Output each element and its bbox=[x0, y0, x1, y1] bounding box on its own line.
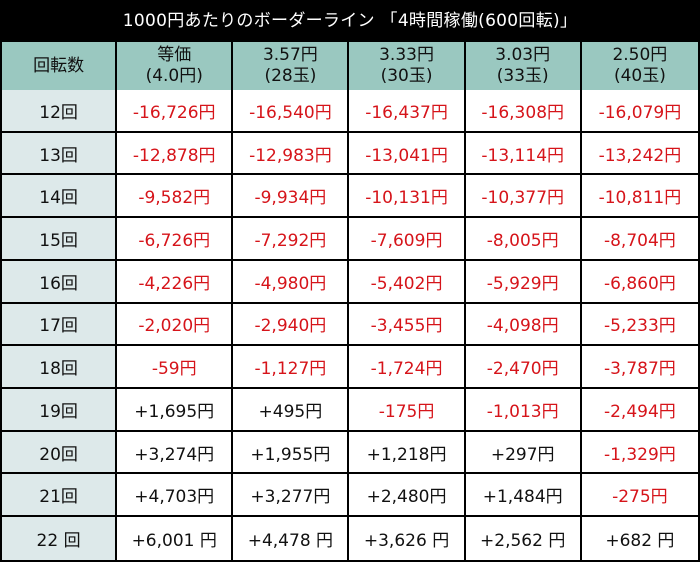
table-cell: +3,277円 bbox=[233, 474, 350, 518]
table-row: 14回 -9,582円 -9,934円 -10,131円 -10,377円 -10,811… bbox=[2, 175, 698, 219]
table-cell: -13,114円 bbox=[465, 132, 582, 176]
table-cell: -8,005円 bbox=[465, 218, 582, 261]
table-cell: -4,226円 bbox=[117, 260, 234, 304]
table-cell: -59円 bbox=[117, 346, 234, 390]
table-cell: +495円 bbox=[233, 389, 350, 432]
table-row: 12回 -16,726円 -16,540円 -16,437円 -16,308円 -16,0… bbox=[2, 90, 698, 133]
row-header: 21回 bbox=[2, 474, 118, 518]
table-cell: +4,478 円 bbox=[233, 517, 350, 560]
table-cell: -3,787円 bbox=[581, 346, 698, 390]
table-cell: -5,402円 bbox=[349, 260, 466, 304]
table-cell: +2,562 円 bbox=[465, 517, 582, 560]
table-cell: -7,292円 bbox=[233, 218, 350, 261]
table-cell: -6,860円 bbox=[581, 260, 698, 304]
table-cell: -12,983円 bbox=[233, 132, 350, 176]
table-cell: +682 円 bbox=[581, 517, 698, 560]
table-cell: -2,020円 bbox=[117, 303, 234, 347]
table-cell: +1,484円 bbox=[465, 474, 582, 518]
table-row: 16回 -4,226円 -4,980円 -5,402円 -5,929円 -6,860円 bbox=[2, 260, 698, 304]
table-cell: -10,377円 bbox=[465, 175, 582, 219]
table-cell: -3,455円 bbox=[349, 303, 466, 347]
table-row: 18回 -59円 -1,127円 -1,724円 -2,470円 -3,787円 bbox=[2, 346, 698, 390]
table-cell: -12,878円 bbox=[117, 132, 234, 176]
corner-header: 回転数 bbox=[2, 42, 118, 90]
table-cell: -13,242円 bbox=[581, 132, 698, 176]
table-cell: +3,626 円 bbox=[349, 517, 466, 560]
table-cell: +1,695円 bbox=[117, 389, 234, 432]
table-cell: -7,609円 bbox=[349, 218, 466, 261]
column-header: 2.50円 (40玉) bbox=[581, 42, 698, 90]
table-row: 13回 -12,878円 -12,983円 -13,041円 -13,114円 -13,2… bbox=[2, 132, 698, 176]
table-cell: -6,726円 bbox=[117, 218, 234, 261]
table-row: 19回 +1,695円 +495円 -175円 -1,013円 -2,494円 bbox=[2, 389, 698, 432]
table-cell: -5,929円 bbox=[465, 260, 582, 304]
table-cell: -175円 bbox=[349, 389, 466, 432]
column-header: 3.57円 (28玉) bbox=[233, 42, 350, 90]
table-cell: -275円 bbox=[581, 474, 698, 518]
header-row: 回転数 等価 (4.0円) 3.57円 (28玉) 3.33円 (30玉) 3.03円… bbox=[2, 42, 698, 90]
table-cell: -16,437円 bbox=[349, 90, 466, 133]
table-cell: -2,940円 bbox=[233, 303, 350, 347]
table-cell: -10,811円 bbox=[581, 175, 698, 219]
table-cell: -9,582円 bbox=[117, 175, 234, 219]
table-row: 20回 +3,274円 +1,955円 +1,218円 +297円 -1,329円 bbox=[2, 431, 698, 475]
table-cell: +1,218円 bbox=[349, 431, 466, 475]
table-cell: +297円 bbox=[465, 431, 582, 475]
table-row: 17回 -2,020円 -2,940円 -3,455円 -4,098円 -5,233円 bbox=[2, 303, 698, 347]
table-cell: -4,098円 bbox=[465, 303, 582, 347]
table-cell: -5,233円 bbox=[581, 303, 698, 347]
table-cell: +3,274円 bbox=[117, 431, 234, 475]
column-header: 3.03円 (33玉) bbox=[465, 42, 582, 90]
table-cell: +6,001 円 bbox=[117, 517, 234, 560]
row-header: 17回 bbox=[2, 303, 118, 347]
table-cell: +4,703円 bbox=[117, 474, 234, 518]
table-cell: -2,470円 bbox=[465, 346, 582, 390]
table-cell: -4,980円 bbox=[233, 260, 350, 304]
table-cell: +1,955円 bbox=[233, 431, 350, 475]
table-cell: -16,726円 bbox=[117, 90, 234, 133]
page-title: 1000円あたりのボーダーライン 「4時間稼働(600回転)」 bbox=[122, 11, 578, 31]
table-cell: -1,013円 bbox=[465, 389, 582, 432]
table-cell: +2,480円 bbox=[349, 474, 466, 518]
column-header: 等価 (4.0円) bbox=[117, 42, 234, 90]
row-header: 19回 bbox=[2, 389, 118, 432]
table-cell: -13,041円 bbox=[349, 132, 466, 176]
table-cell: -10,131円 bbox=[349, 175, 466, 219]
table-row: 21回 +4,703円 +3,277円 +2,480円 +1,484円 -275円 bbox=[2, 474, 698, 518]
table-cell: -8,704円 bbox=[581, 218, 698, 261]
column-header: 3.33円 (30玉) bbox=[349, 42, 466, 90]
table-cell: -1,329円 bbox=[581, 431, 698, 475]
row-header: 14回 bbox=[2, 175, 118, 219]
table-cell: -16,540円 bbox=[233, 90, 350, 133]
table-cell: -16,308円 bbox=[465, 90, 582, 133]
table-row: 22 回 +6,001 円 +4,478 円 +3,626 円 +2,562 円 +682… bbox=[2, 517, 698, 560]
row-header: 16回 bbox=[2, 260, 118, 304]
table-cell: -2,494円 bbox=[581, 389, 698, 432]
table-cell: -1,724円 bbox=[349, 346, 466, 390]
row-header: 22 回 bbox=[2, 517, 118, 560]
table-cell: -9,934円 bbox=[233, 175, 350, 219]
row-header: 18回 bbox=[2, 346, 118, 390]
row-header: 12回 bbox=[2, 90, 118, 133]
border-line-table: 回転数 等価 (4.0円) 3.57円 (28玉) 3.33円 (30玉) 3.03円… bbox=[2, 42, 698, 560]
table-cell: -16,079円 bbox=[581, 90, 698, 133]
table-row: 15回 -6,726円 -7,292円 -7,609円 -8,005円 -8,704円 bbox=[2, 218, 698, 261]
row-header: 20回 bbox=[2, 431, 118, 475]
table-cell: -1,127円 bbox=[233, 346, 350, 390]
row-header: 13回 bbox=[2, 132, 118, 176]
row-header: 15回 bbox=[2, 218, 118, 261]
